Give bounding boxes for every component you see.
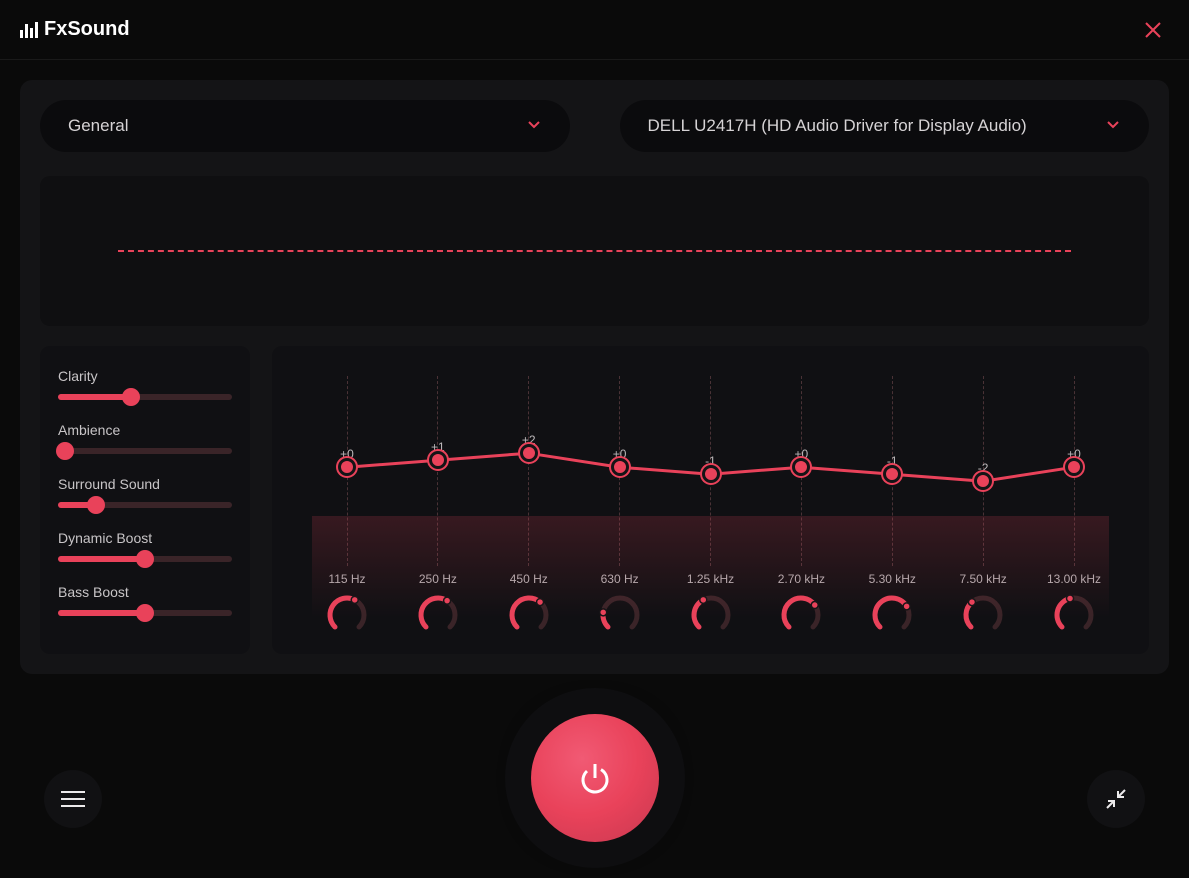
effect-slider: Clarity [58, 368, 232, 400]
effect-label: Ambience [58, 422, 232, 438]
close-button[interactable] [1137, 14, 1169, 46]
bottom-bar [0, 678, 1189, 878]
main-panel: General DELL U2417H (HD Audio Driver for… [20, 80, 1169, 674]
spectrum-baseline [118, 250, 1072, 252]
chevron-down-icon [1105, 116, 1121, 137]
eq-knob[interactable] [326, 594, 368, 636]
effect-slider: Ambience [58, 422, 232, 454]
eq-slider[interactable]: +0 [610, 376, 630, 566]
close-icon [1144, 21, 1162, 39]
collapse-icon [1106, 789, 1126, 809]
equalizer-panel: +0 115 Hz +1 250 Hz +2 [272, 346, 1149, 654]
eq-frequency-label: 250 Hz [419, 572, 457, 586]
eq-knob[interactable] [1053, 594, 1095, 636]
eq-frequency-label: 1.25 kHz [687, 572, 734, 586]
eq-band: +2 450 Hz [494, 376, 564, 636]
effect-label: Surround Sound [58, 476, 232, 492]
effect-thumb[interactable] [122, 388, 140, 406]
effects-panel: Clarity Ambience Surround Sound Dynamic … [40, 346, 250, 654]
hamburger-icon [61, 790, 85, 808]
effect-track[interactable] [58, 448, 232, 454]
power-icon [575, 758, 615, 798]
eq-handle[interactable] [883, 465, 901, 483]
eq-handle[interactable] [338, 458, 356, 476]
spectrum-visualizer [40, 176, 1149, 326]
effect-thumb[interactable] [136, 604, 154, 622]
eq-handle[interactable] [974, 472, 992, 490]
eq-bands-row: +0 115 Hz +1 250 Hz +2 [312, 376, 1109, 636]
effect-thumb[interactable] [56, 442, 74, 460]
eq-band: +0 115 Hz [312, 376, 382, 636]
effect-thumb[interactable] [87, 496, 105, 514]
eq-handle[interactable] [1065, 458, 1083, 476]
eq-frequency-label: 630 Hz [601, 572, 639, 586]
eq-slider[interactable]: -1 [882, 376, 902, 566]
eq-knob[interactable] [962, 594, 1004, 636]
eq-rail [528, 376, 529, 566]
eq-knob[interactable] [780, 594, 822, 636]
eq-knob[interactable] [599, 594, 641, 636]
eq-rail [437, 376, 438, 566]
eq-frequency-label: 115 Hz [328, 572, 365, 586]
eq-band: -1 5.30 kHz [857, 376, 927, 636]
eq-knob[interactable] [871, 594, 913, 636]
effect-track[interactable] [58, 610, 232, 616]
eq-handle[interactable] [792, 458, 810, 476]
menu-button[interactable] [44, 770, 102, 828]
eq-slider[interactable]: +0 [337, 376, 357, 566]
effect-slider: Bass Boost [58, 584, 232, 616]
eq-slider[interactable]: -1 [701, 376, 721, 566]
eq-handle[interactable] [611, 458, 629, 476]
collapse-button[interactable] [1087, 770, 1145, 828]
effect-slider: Surround Sound [58, 476, 232, 508]
app-name: FxSound [44, 18, 130, 41]
eq-frequency-label: 7.50 kHz [959, 572, 1006, 586]
power-button[interactable] [531, 714, 659, 842]
eq-handle[interactable] [429, 451, 447, 469]
chevron-down-icon [526, 116, 542, 137]
eq-slider[interactable]: +2 [519, 376, 539, 566]
eq-slider[interactable]: +0 [1064, 376, 1084, 566]
eq-slider[interactable]: -2 [973, 376, 993, 566]
effect-track[interactable] [58, 502, 232, 508]
eq-band: -1 1.25 kHz [676, 376, 746, 636]
eq-frequency-label: 13.00 kHz [1047, 572, 1101, 586]
eq-band: +0 630 Hz [585, 376, 655, 636]
eq-handle[interactable] [702, 465, 720, 483]
preset-label: General [68, 116, 128, 136]
eq-band: +0 2.70 kHz [766, 376, 836, 636]
effect-fill [58, 556, 145, 562]
effect-fill [58, 394, 131, 400]
effect-fill [58, 610, 145, 616]
effect-track[interactable] [58, 394, 232, 400]
eq-knob[interactable] [417, 594, 459, 636]
logo-bars-icon [20, 22, 38, 38]
header: FxSound [0, 0, 1189, 60]
eq-knob[interactable] [508, 594, 550, 636]
eq-handle[interactable] [520, 444, 538, 462]
effect-slider: Dynamic Boost [58, 530, 232, 562]
eq-frequency-label: 2.70 kHz [778, 572, 825, 586]
device-label: DELL U2417H (HD Audio Driver for Display… [648, 116, 1027, 136]
dropdown-row: General DELL U2417H (HD Audio Driver for… [40, 100, 1149, 152]
eq-slider[interactable]: +0 [791, 376, 811, 566]
effect-label: Clarity [58, 368, 232, 384]
effect-label: Dynamic Boost [58, 530, 232, 546]
eq-band: +0 13.00 kHz [1039, 376, 1109, 636]
effect-track[interactable] [58, 556, 232, 562]
eq-frequency-label: 5.30 kHz [869, 572, 916, 586]
app-logo: FxSound [20, 18, 130, 41]
effect-thumb[interactable] [136, 550, 154, 568]
eq-knob[interactable] [690, 594, 732, 636]
eq-band: -2 7.50 kHz [948, 376, 1018, 636]
eq-slider[interactable]: +1 [428, 376, 448, 566]
eq-band: +1 250 Hz [403, 376, 473, 636]
preset-dropdown[interactable]: General [40, 100, 570, 152]
effect-label: Bass Boost [58, 584, 232, 600]
controls-row: Clarity Ambience Surround Sound Dynamic … [40, 346, 1149, 654]
eq-frequency-label: 450 Hz [510, 572, 548, 586]
device-dropdown[interactable]: DELL U2417H (HD Audio Driver for Display… [620, 100, 1150, 152]
